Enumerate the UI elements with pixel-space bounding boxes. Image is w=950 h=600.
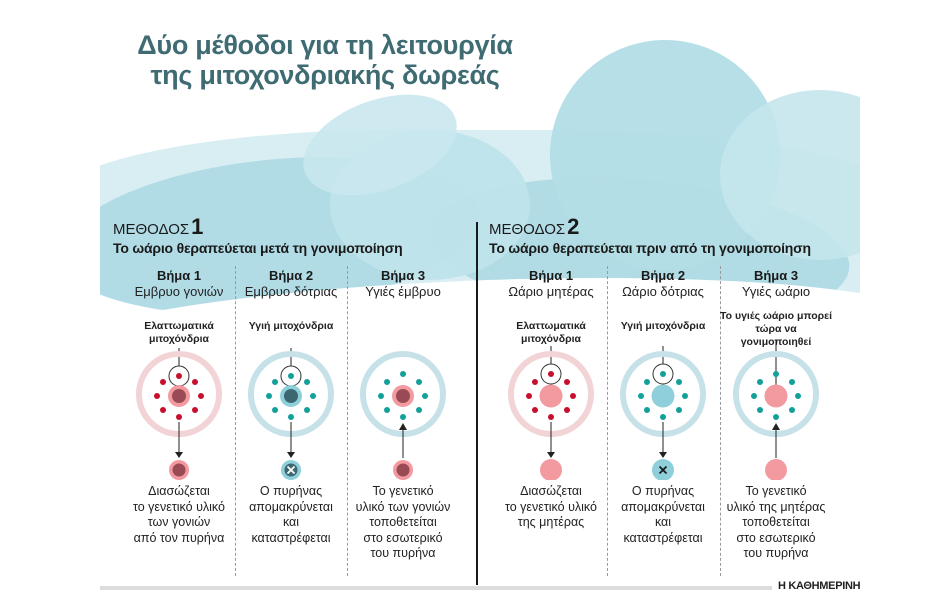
step-description: Διασώζεται το γενετικό υλικό των γονιών … <box>133 484 225 545</box>
step-heading: Βήμα 3 <box>753 268 799 283</box>
title-line-1: Δύο μέθοδοι για τη λειτουργία <box>137 30 513 60</box>
step-label: Εμβρυο γονιών <box>134 284 224 299</box>
method-1-step-2: Βήμα 2 Εμβρυο δότριας Υγιή μιτοχόνδρια Ο… <box>235 268 347 545</box>
method-label: ΜΕΘΟΔΟΣ <box>489 221 566 238</box>
step-label: Ωάριο μητέρας <box>508 284 594 299</box>
step-label: Υγιές έμβρυο <box>365 284 441 299</box>
step-label: Υγιές ωάριο <box>741 284 811 299</box>
defective-embryo-cell-icon <box>136 348 222 480</box>
step-heading: Βήμα 2 <box>640 268 686 283</box>
mitochondria-label: Ελαττωματικά μιτοχόνδρια <box>516 320 586 345</box>
healthy-egg-cell-icon <box>733 340 819 480</box>
method-label: ΜΕΘΟΔΟΣ <box>113 221 190 238</box>
method-1-step-3: Βήμα 3 Υγιές έμβρυο Το γενετικό υλικό τω… <box>347 268 459 560</box>
fertilization-note: Το υγιές ωάριο μπορεί τώρα να γονιμοποιη… <box>720 310 832 348</box>
page-title: Δύο μέθοδοι για τη λειτουργία της μιτοχο… <box>100 30 550 90</box>
method-2-step-3: Βήμα 3 Υγιές ωάριο Το υγιές ωάριο μπορεί… <box>720 268 832 560</box>
step-heading: Βήμα 1 <box>528 268 574 283</box>
column-divider <box>607 266 608 576</box>
step-description: Ο πυρήνας απομακρύνεται και καταστρέφετα… <box>621 484 705 545</box>
step-heading: Βήμα 2 <box>268 268 314 283</box>
mitochondria-label: Υγιή μιτοχόνδρια <box>620 320 706 332</box>
step-label: Εμβρυο δότριας <box>244 284 338 299</box>
title-line-2: της μιτοχονδριακής δωρεάς <box>150 60 500 90</box>
method-2-step-1: Βήμα 1 Ωάριο μητέρας Ελαττωματικά μιτοχό… <box>495 268 607 529</box>
method-number: 1 <box>191 214 204 239</box>
method-2-header: ΜΕΘΟΔΟΣ2 Το ωάριο θεραπεύεται πριν από τ… <box>489 216 811 257</box>
step-heading: Βήμα 1 <box>156 268 202 283</box>
column-divider <box>720 266 721 576</box>
donor-egg-cell-icon <box>620 346 706 480</box>
method-1-header: ΜΕΘΟΔΟΣ1 Το ωάριο θεραπεύεται μετά τη γο… <box>113 216 403 257</box>
defective-egg-cell-icon <box>508 346 594 480</box>
donor-embryo-cell-icon <box>248 348 334 480</box>
method-subtitle: Το ωάριο θεραπεύεται πριν από τη γονιμοπ… <box>489 240 811 256</box>
mitochondria-label: Ελαττωματικά μιτοχόνδρια <box>144 320 214 345</box>
footer-rule <box>100 586 772 590</box>
method-2-step-2: Βήμα 2 Ωάριο δότριας Υγιή μιτοχόνδρια Ο … <box>607 268 719 545</box>
column-divider <box>235 266 236 576</box>
baby-photo-background <box>100 20 860 320</box>
step-description: Ο πυρήνας απομακρύνεται και καταστρέφετα… <box>249 484 333 545</box>
column-divider <box>347 266 348 576</box>
step-heading: Βήμα 3 <box>380 268 426 283</box>
method-number: 2 <box>567 214 580 239</box>
step-description: Το γενετικό υλικό της μητέρας τοποθετείτ… <box>726 484 826 560</box>
method-1-step-1: Βήμα 1 Εμβρυο γονιών Ελαττωματικά μιτοχό… <box>123 268 235 545</box>
mitochondria-label: Υγιή μιτοχόνδρια <box>248 320 334 332</box>
healthy-embryo-cell-icon <box>360 351 446 480</box>
brand-logo: Η ΚΑΘΗΜΕΡΙΝΗ <box>778 580 861 592</box>
method-subtitle: Το ωάριο θεραπεύεται μετά τη γονιμοποίησ… <box>113 240 403 256</box>
step-description: Το γενετικό υλικό των γονιών τοποθετείτα… <box>355 484 451 560</box>
step-description: Διασώζεται το γενετικό υλικό της μητέρας <box>505 484 597 529</box>
method-divider <box>476 222 478 585</box>
step-label: Ωάριο δότριας <box>622 284 704 299</box>
